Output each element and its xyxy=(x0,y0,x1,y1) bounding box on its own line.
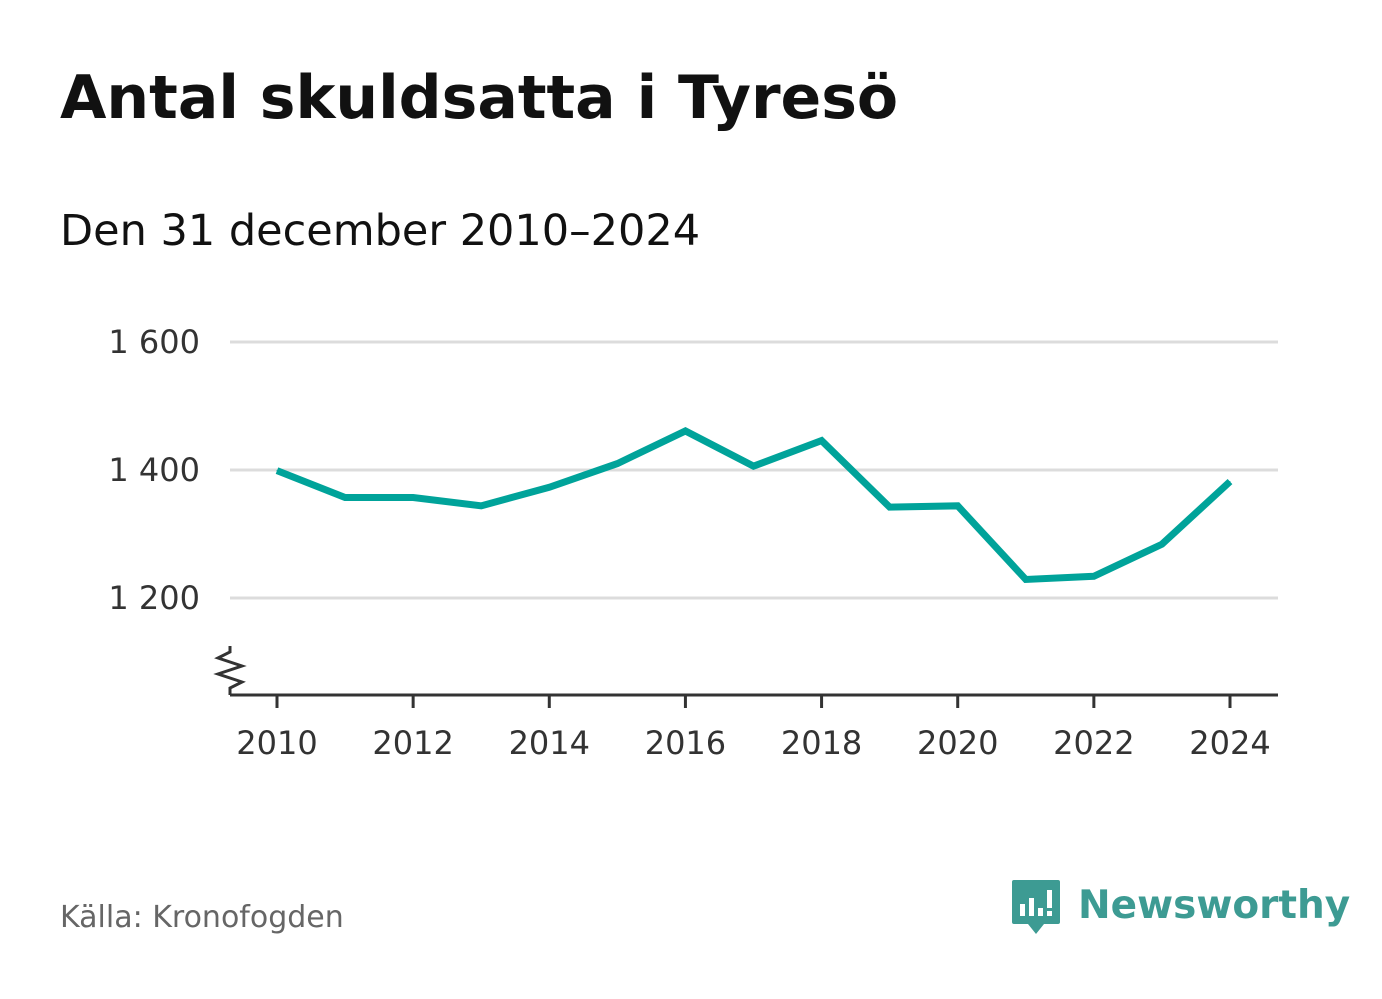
brand-logo: Newsworthy xyxy=(1010,878,1350,942)
data-point xyxy=(957,505,959,507)
series-line-0 xyxy=(275,427,1233,584)
data-point xyxy=(684,430,686,432)
data-point xyxy=(1093,575,1095,577)
data-point xyxy=(821,440,823,442)
chart-subtitle: Den 31 december 2010–2024 xyxy=(60,206,701,256)
data-point xyxy=(1229,481,1231,483)
y-tick-label: 1 400 xyxy=(108,451,200,489)
x-tick-label: 2010 xyxy=(236,724,317,762)
axes xyxy=(213,646,1278,708)
data-point xyxy=(1025,578,1027,580)
x-tick-label: 2014 xyxy=(509,724,590,762)
data-point xyxy=(1161,543,1163,545)
chart-title: Antal skuldsatta i Tyresö xyxy=(60,63,899,133)
y-tick-label: 1 200 xyxy=(108,579,200,617)
brand-name: Newsworthy xyxy=(1078,882,1351,928)
data-point xyxy=(344,497,346,499)
gridlines xyxy=(230,340,1278,600)
y-tick-label: 1 600 xyxy=(108,323,200,361)
data-point xyxy=(412,497,414,499)
data-point xyxy=(616,463,618,465)
x-tick-label: 2024 xyxy=(1189,724,1270,762)
x-tick-label: 2012 xyxy=(372,724,453,762)
tick-labels: 1 200 1 400 1 600 2010 2012 2014 2016 2018 2020 2… xyxy=(108,323,1270,762)
x-tick-label: 2018 xyxy=(781,724,862,762)
data-point xyxy=(889,506,891,508)
data-point xyxy=(548,486,550,488)
data-point xyxy=(276,470,278,472)
y-axis-break-mark xyxy=(213,646,247,695)
line-chart: 1 200 1 400 1 600 2010 2012 2014 2016 2018 2020 2… xyxy=(108,323,1278,762)
data-point xyxy=(753,465,754,467)
x-tick-label: 2022 xyxy=(1053,724,1134,762)
data-point xyxy=(480,505,482,507)
x-tick-label: 2020 xyxy=(917,724,998,762)
source-note: Källa: Kronofogden xyxy=(60,900,344,935)
x-tick-label: 2016 xyxy=(645,724,726,762)
newsworthy-logo-icon xyxy=(1012,880,1060,934)
series-layer xyxy=(275,427,1233,584)
